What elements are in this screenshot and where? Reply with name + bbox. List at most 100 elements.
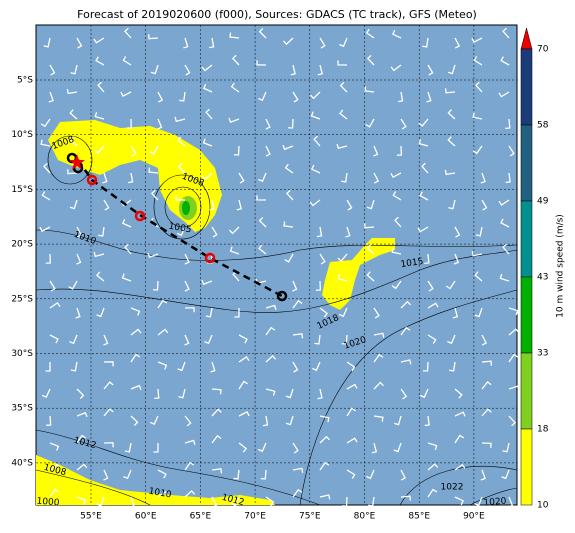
wind-barb	[444, 88, 456, 94]
wind-barb	[103, 199, 110, 211]
wind-barb	[319, 494, 331, 500]
wind-barb	[481, 334, 488, 346]
wind-barb	[400, 300, 412, 309]
wind-barb	[157, 361, 168, 370]
wind-barb	[121, 218, 132, 228]
wind-barb	[474, 496, 483, 507]
wind-barb	[310, 164, 321, 174]
wind-barb	[427, 463, 439, 471]
wind-barb	[233, 469, 240, 480]
wind-barb	[130, 353, 141, 363]
wind-barb	[124, 442, 132, 453]
wind-barb	[366, 54, 375, 66]
wind-barb	[366, 199, 375, 210]
tc-current	[69, 154, 85, 170]
wind-barb	[45, 361, 51, 372]
wind-barb	[209, 199, 215, 211]
wind-barb	[103, 381, 114, 390]
wind-barb	[292, 280, 298, 292]
wind-barb	[474, 271, 483, 282]
wind-barb	[394, 415, 402, 426]
wind-barb	[124, 243, 132, 255]
wind-barb	[130, 384, 142, 391]
wind-barb	[342, 496, 348, 507]
wind-barb	[76, 226, 83, 238]
wind-barb	[76, 463, 88, 471]
wind-barb	[122, 56, 132, 66]
colorbar-segment	[520, 352, 533, 430]
wind-barb	[67, 169, 78, 175]
wind-barb	[69, 136, 78, 147]
wind-barb	[211, 468, 223, 474]
wind-barb	[177, 162, 186, 174]
wind-barb	[69, 199, 78, 210]
wind-barb	[285, 415, 294, 426]
wind-barb	[363, 223, 375, 229]
wind-barb	[453, 253, 460, 265]
wind-barb	[292, 488, 303, 498]
wind-barb	[365, 118, 375, 128]
wind-barb	[336, 143, 348, 150]
lat-label: 15°S	[11, 185, 33, 195]
wind-barb	[338, 307, 348, 318]
wind-barb	[284, 163, 294, 174]
wind-barb	[475, 81, 483, 93]
lat-label: 35°S	[11, 404, 33, 414]
wind-barb	[316, 226, 323, 238]
wind-barb	[41, 191, 51, 201]
wind-barb	[126, 118, 132, 129]
colorbar-segment	[520, 276, 533, 354]
wind-barb	[201, 64, 213, 72]
wind-barb	[500, 56, 510, 66]
wind-barb	[373, 415, 384, 422]
wind-barb	[184, 439, 196, 445]
wind-barb	[498, 91, 510, 98]
wind-barb	[157, 491, 169, 498]
wind-barb	[315, 280, 322, 291]
contour-label: 1010	[148, 487, 173, 501]
wind-barb	[400, 359, 412, 365]
wind-barb	[76, 496, 87, 505]
wind-barb	[400, 495, 412, 501]
wind-barb	[45, 253, 51, 264]
wind-barb	[211, 496, 218, 508]
wind-barb	[258, 172, 267, 183]
wind-barb	[319, 435, 331, 444]
wind-barb	[76, 37, 83, 49]
wind-barb	[390, 64, 402, 72]
wind-barb	[76, 388, 85, 399]
wind-barb	[179, 91, 186, 102]
wind-barb	[447, 136, 456, 147]
wind-barb	[205, 307, 213, 318]
wind-barb	[288, 118, 294, 129]
wind-barb	[66, 88, 78, 95]
wind-barb	[228, 226, 240, 235]
wind-barb	[319, 415, 330, 423]
wind-barb	[49, 301, 61, 309]
wind-barb	[313, 135, 321, 147]
wind-barb	[69, 109, 78, 120]
lat-label: 25°S	[11, 294, 33, 304]
colorbar: 70 58 49 43 33 18 10	[520, 27, 549, 511]
wind-barb	[292, 467, 304, 473]
wind-barb	[452, 307, 459, 319]
wind-barb	[154, 388, 160, 399]
wind-barb	[40, 118, 51, 128]
wind-barb	[211, 434, 222, 444]
wind-barb	[419, 388, 429, 399]
wind-barb	[474, 307, 483, 318]
wind-barb	[391, 29, 402, 39]
wind-barb	[120, 91, 132, 97]
isobars	[35, 135, 518, 506]
wind-area	[36, 455, 275, 505]
wind-barb	[76, 434, 87, 444]
wind-barb	[508, 353, 519, 363]
wind-barb	[94, 112, 105, 120]
contour-label: 1000	[36, 497, 60, 509]
wind-barb	[258, 91, 267, 102]
wind-barb	[98, 226, 105, 237]
wind-barb	[231, 496, 240, 507]
wind-barb	[177, 361, 186, 372]
map-title: Forecast of 2019020600 (f000), Sources: …	[77, 8, 477, 21]
colorbar-extend	[520, 27, 533, 50]
